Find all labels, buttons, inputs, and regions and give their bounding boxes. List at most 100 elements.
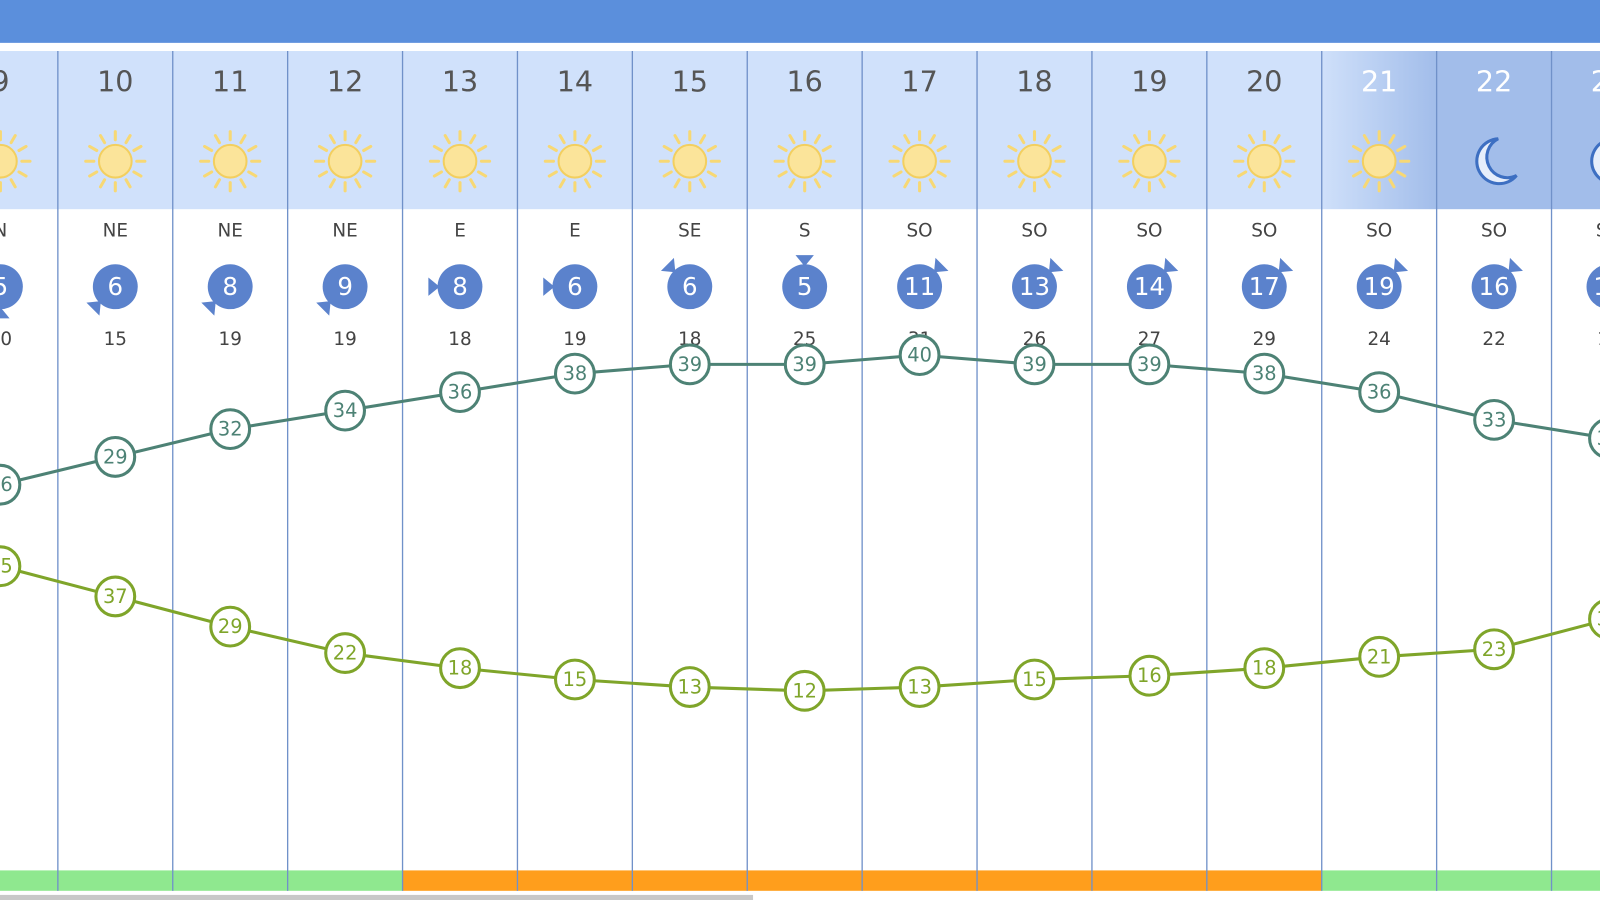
sun-ray (443, 178, 451, 189)
wind-circle (1126, 264, 1172, 310)
arrow-head (428, 277, 440, 296)
sun-ray (892, 170, 903, 178)
temperature-point (783, 343, 826, 386)
humidity-label: 31 (1597, 608, 1600, 631)
temperature-label: 32 (218, 418, 243, 441)
sun-ray (1352, 170, 1363, 178)
hour: 9 (0, 65, 10, 99)
wind-circle (897, 264, 943, 310)
temperature-point (1473, 398, 1515, 441)
humidity-label: 12 (792, 679, 817, 702)
sun-ray (777, 170, 788, 178)
arrow-head (795, 255, 814, 267)
temperature-point (324, 389, 367, 432)
sun-ray (213, 178, 222, 189)
arrow-head (1278, 257, 1294, 273)
risk-band (1436, 870, 1552, 891)
sun-ray (132, 144, 143, 153)
sun-ray (662, 144, 673, 153)
arrow-head (1508, 257, 1523, 273)
wind-speed: 8 (452, 272, 468, 301)
arrow-head (316, 301, 331, 316)
wind-direction: S (799, 221, 811, 242)
sun-ray (213, 134, 222, 145)
wind-circle (207, 264, 253, 310)
humidity-label: 15 (563, 668, 588, 691)
temperature-label: 33 (1482, 408, 1507, 431)
wind-speed: 6 (567, 272, 583, 301)
sun-icon (0, 143, 18, 179)
sun-ray (1388, 178, 1396, 189)
hour: 12 (327, 65, 363, 99)
wind-circle (667, 264, 713, 310)
wind-direction: E (569, 221, 581, 242)
sun-ray (1166, 144, 1177, 153)
humidity-point (553, 658, 596, 701)
hour: 20 (1246, 65, 1282, 99)
temperature-point (1013, 343, 1056, 386)
risk-band (862, 870, 978, 891)
wind-speed: 15 (1593, 272, 1600, 301)
sun-icon (1132, 143, 1167, 179)
wind-arrow (795, 255, 814, 267)
sun-ray (1362, 178, 1370, 189)
sun-ray (788, 178, 796, 189)
hour: 15 (672, 65, 708, 99)
sun-ray (1051, 170, 1062, 178)
sun-ray (1133, 178, 1141, 189)
sun-ray (673, 134, 681, 145)
wind-speed: 14 (1134, 272, 1165, 301)
hour: 18 (1016, 65, 1052, 99)
sun-ray (354, 134, 362, 145)
sun-ray (1133, 134, 1141, 145)
sun-ray (1273, 134, 1281, 145)
risk-band (632, 870, 748, 891)
wind-gust: 19 (563, 329, 586, 350)
wind-arrow (660, 257, 676, 273)
sun-ray (132, 170, 143, 178)
sun-ray (1158, 134, 1166, 145)
humidity-label: 18 (448, 657, 473, 680)
wind-arrow (201, 301, 216, 316)
humidity-label: 16 (1137, 664, 1162, 687)
sun-ray (936, 170, 947, 178)
sun-ray (362, 170, 373, 178)
humidity-label: 22 (333, 642, 358, 665)
sun-ray (247, 170, 258, 178)
scrollbar[interactable] (0, 894, 754, 900)
sun-ray (17, 144, 28, 153)
risk-band (57, 870, 173, 891)
sun-ray (936, 144, 947, 153)
wind-arrow (934, 257, 949, 273)
sun-ray (469, 134, 477, 145)
arrow-head (934, 257, 949, 273)
wind-direction: SO (1136, 221, 1162, 242)
sun-ray (777, 144, 788, 153)
temperature-point (209, 408, 252, 451)
humidity-point (439, 647, 481, 690)
hour: 13 (442, 65, 478, 99)
sun-ray (1273, 178, 1281, 189)
hour: 10 (97, 65, 133, 99)
moon-icon (1475, 137, 1518, 186)
temperature-point (1243, 352, 1286, 395)
wind-circle (782, 264, 828, 310)
wind-arrow (1163, 257, 1179, 273)
temperature-point (1358, 371, 1401, 414)
wind-speed: 5 (797, 272, 813, 301)
wind-arrow (0, 307, 10, 319)
wind-speed: 6 (682, 272, 698, 301)
sun-ray (1043, 178, 1051, 189)
sun-ray (1237, 144, 1248, 153)
sun-icon (557, 143, 593, 179)
temperature-label: 38 (1252, 362, 1277, 385)
sun-ray (328, 134, 336, 145)
wind-speed: 13 (1019, 272, 1050, 301)
wind-arrow (86, 301, 101, 316)
arrow-head (1163, 257, 1179, 273)
wind-gust: 19 (219, 329, 242, 350)
sun-ray (1007, 144, 1018, 153)
sun-ray (432, 144, 443, 153)
sun-ray (584, 134, 592, 145)
wind-speed: 8 (222, 272, 238, 301)
